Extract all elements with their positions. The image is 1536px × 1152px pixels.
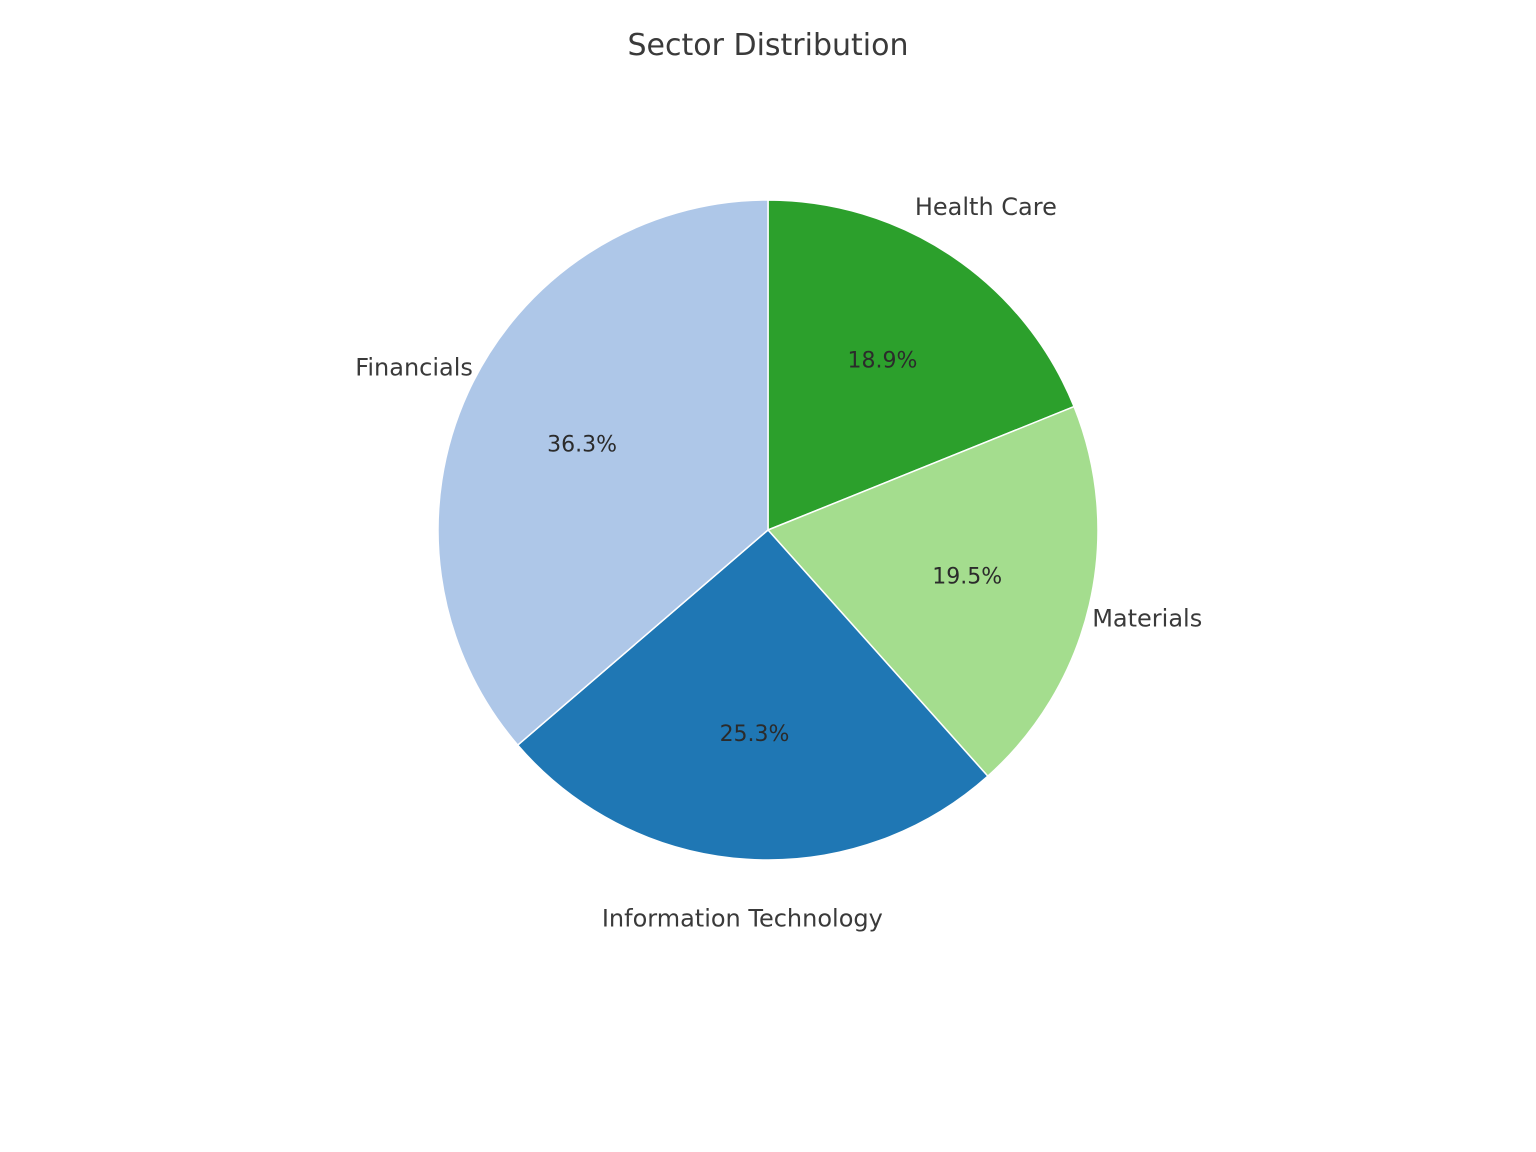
pie-slice-label: Financials: [355, 354, 473, 382]
pie-slice-label: Information Technology: [602, 905, 883, 933]
pie-chart: Sector Distribution 18.9% 19.5% 25.3% 36.3%…: [128, 0, 1408, 960]
pie-slices: [438, 200, 1098, 860]
pie-chart-svg: Sector Distribution 18.9% 19.5% 25.3% 36.3%…: [128, 0, 1408, 960]
pie-slice-label: Health Care: [915, 193, 1057, 221]
pie-pct-label: 18.9%: [848, 348, 918, 373]
chart-title: Sector Distribution: [627, 28, 908, 63]
pie-slice-label: Materials: [1092, 605, 1202, 633]
pie-pct-label: 25.3%: [720, 722, 790, 747]
pie-pct-label: 19.5%: [932, 565, 1002, 590]
pie-pct-label: 36.3%: [547, 433, 617, 458]
